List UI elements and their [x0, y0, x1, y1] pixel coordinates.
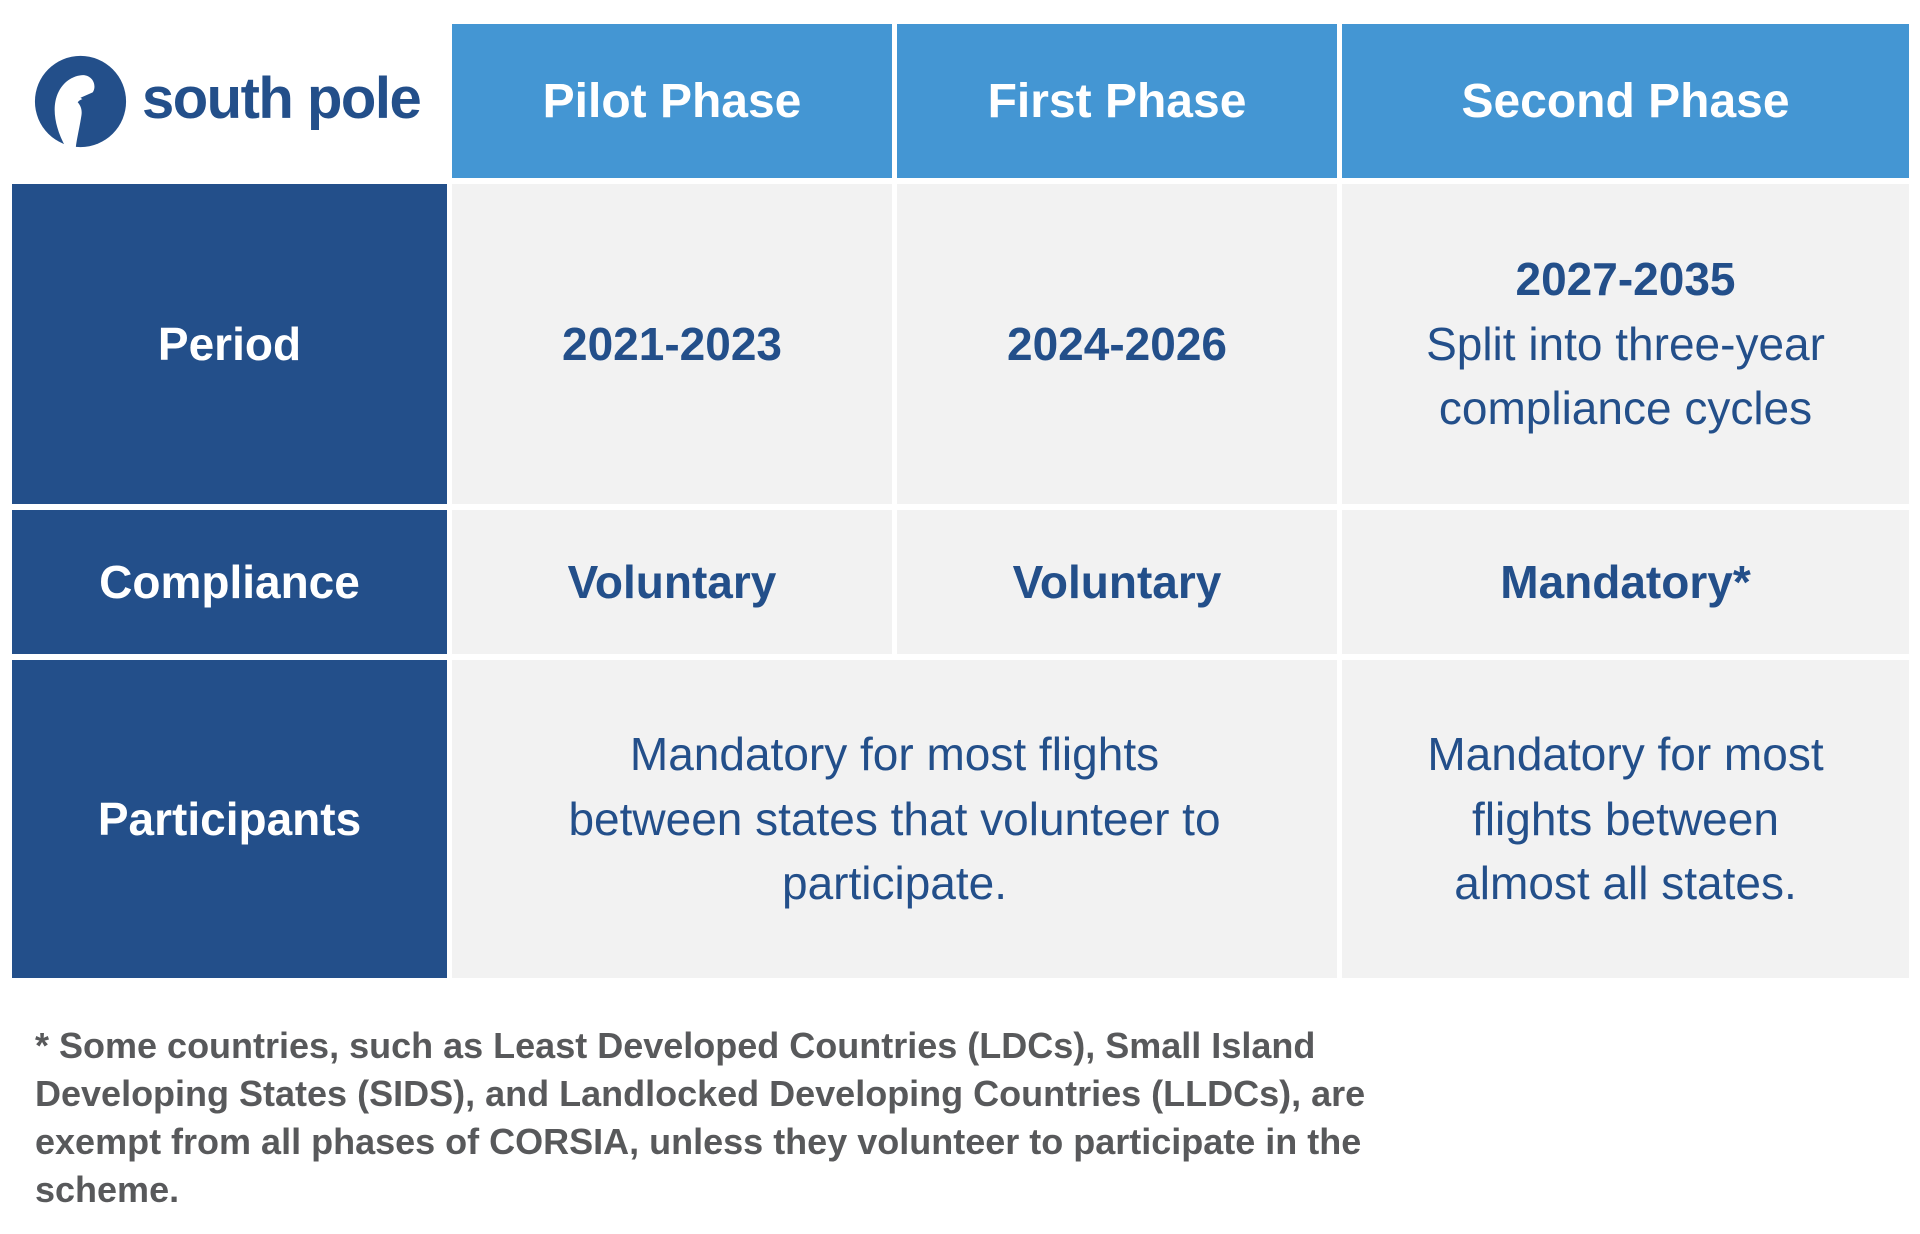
compliance-pilot-value: Voluntary [567, 555, 777, 608]
column-header-pilot-phase: Pilot Phase [452, 24, 892, 178]
participants-second-value: Mandatory for most flights between almos… [1427, 728, 1824, 910]
compliance-second-value: Mandatory* [1500, 555, 1751, 608]
period-first-cell: 2024-2026 [897, 184, 1337, 504]
period-second-years: 2027-2035 [1515, 253, 1736, 306]
compliance-pilot-cell: Voluntary [452, 510, 892, 654]
period-second-cell: 2027-2035 Split into three-year complian… [1342, 184, 1909, 504]
brand-wordmark: south pole [142, 65, 422, 131]
column-header-first-phase: First Phase [897, 24, 1337, 178]
period-first-value: 2024-2026 [1007, 317, 1227, 370]
participants-pilot-first-cell: Mandatory for most flights between state… [452, 660, 1337, 978]
column-header-second-phase: Second Phase [1342, 24, 1909, 178]
participants-second-cell: Mandatory for most flights between almos… [1342, 660, 1909, 978]
exemption-footnote: * Some countries, such as Least Develope… [35, 1025, 1366, 1210]
row-header-participants: Participants [12, 660, 447, 978]
period-pilot-value: 2021-2023 [562, 317, 782, 370]
compliance-second-cell: Mandatory* [1342, 510, 1909, 654]
compliance-first-cell: Voluntary [897, 510, 1337, 654]
corsia-phases-table: south pole Pilot Phase First Phase Secon… [12, 24, 1909, 978]
penguin-icon [34, 55, 127, 147]
period-second-detail: Split into three-year compliance cycles [1426, 317, 1825, 435]
row-header-period: Period [12, 184, 447, 504]
logo: south pole [12, 24, 447, 178]
compliance-first-value: Voluntary [1012, 555, 1222, 608]
period-pilot-cell: 2021-2023 [452, 184, 892, 504]
row-header-compliance: Compliance [12, 510, 447, 654]
participants-pilot-first-value: Mandatory for most flights between state… [568, 728, 1221, 910]
